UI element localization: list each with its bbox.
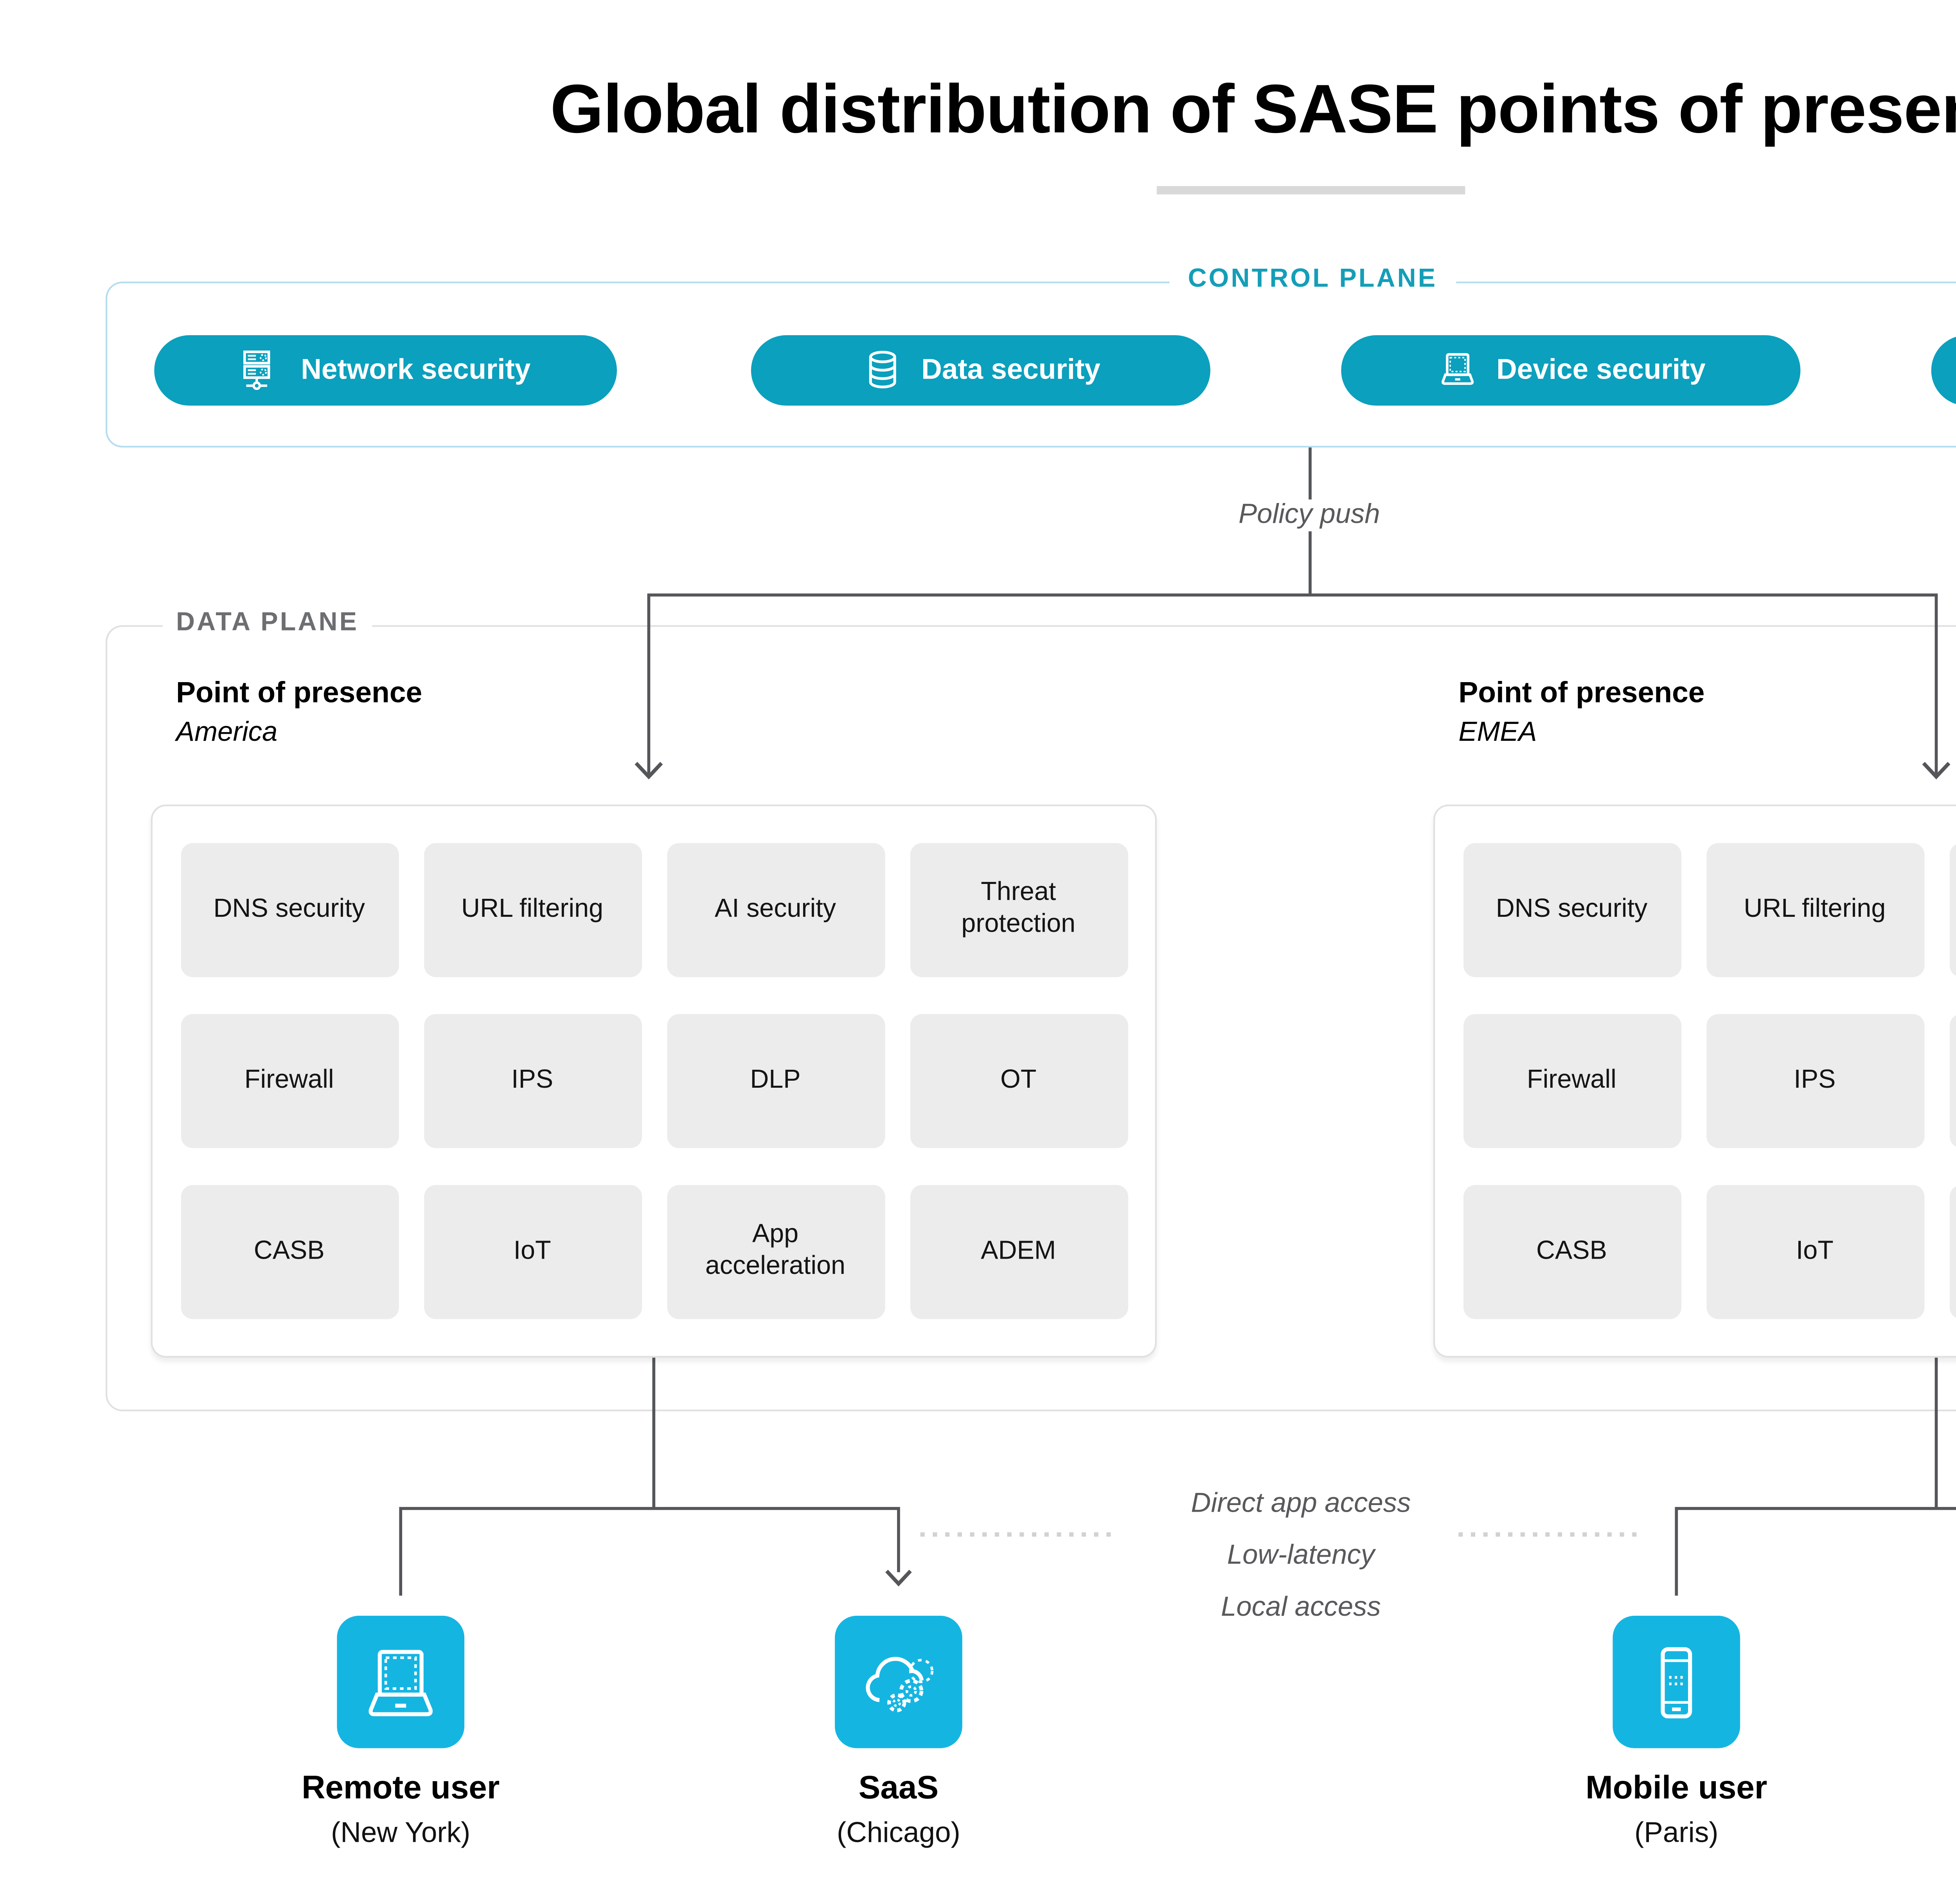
service-cell: DNS security — [1462, 843, 1681, 977]
service-cell: App acceleration — [1949, 1185, 1956, 1319]
service-cell: Firewall — [180, 1014, 398, 1148]
service-cell: CASB — [1462, 1185, 1681, 1319]
title-underline — [1156, 186, 1465, 194]
service-cell: IPS — [423, 1014, 642, 1148]
service-cell: CASB — [180, 1185, 398, 1319]
endpoint-location: (Paris) — [1634, 1817, 1719, 1849]
pop-grid-america: DNS security URL filtering AI security T… — [151, 804, 1157, 1358]
access-label-latency: Low-latency — [1227, 1540, 1375, 1571]
pop-region: EMEA — [1458, 717, 1537, 748]
page-title: Global distribution of SASE points of pr… — [550, 70, 1956, 148]
arrowhead-saas — [885, 1570, 912, 1587]
pill-label: Device security — [1496, 353, 1706, 385]
laptop-icon — [1441, 353, 1473, 386]
service-cell: IPS — [1706, 1014, 1924, 1148]
cloud-gears-icon — [866, 1656, 934, 1712]
access-label-direct: Direct app access — [1191, 1488, 1411, 1519]
database-icon — [868, 351, 895, 389]
endpoint-name: Mobile user — [1586, 1770, 1767, 1807]
pop-header-emea: Point of presence EMEA — [1458, 675, 1704, 749]
endpoint-location: (Chicago) — [836, 1817, 960, 1849]
endpoint-saas: SaaS (Chicago) — [748, 1616, 1049, 1850]
service-cell: IoT — [423, 1185, 642, 1319]
pill-data-security: Data security — [751, 335, 1210, 405]
service-cell: AI security — [1949, 843, 1956, 977]
remote-user-tile — [337, 1616, 465, 1748]
emea-drop-line — [1675, 1358, 1956, 1596]
network-servers-icon — [242, 351, 270, 391]
service-cell: URL filtering — [1706, 843, 1924, 977]
service-cell: Firewall — [1462, 1014, 1681, 1148]
pill-label: Data security — [921, 353, 1100, 385]
pill-device-security: Device security — [1341, 335, 1801, 405]
control-plane-label: CONTROL PLANE — [1169, 265, 1456, 295]
smartphone-icon — [1661, 1646, 1692, 1718]
endpoint-name: SaaS — [858, 1770, 939, 1807]
saas-tile — [835, 1616, 962, 1748]
america-drop-line — [399, 1358, 900, 1596]
control-plane-box — [105, 281, 1956, 448]
service-cell: DLP — [666, 1014, 885, 1148]
data-plane-label: DATA PLANE — [162, 608, 372, 639]
pop-header-america: Point of presence America — [176, 675, 422, 749]
pop-title: Point of presence — [176, 675, 422, 709]
service-cell: URL filtering — [423, 843, 642, 977]
arrowhead-emea-pop — [1922, 762, 1951, 780]
access-label-local: Local access — [1221, 1592, 1381, 1623]
endpoint-mobile-user: Mobile user (Paris) — [1526, 1616, 1827, 1850]
service-cell: DLP — [1949, 1014, 1956, 1148]
service-cell: IoT — [1706, 1185, 1924, 1319]
pill-network-security: Network security — [154, 335, 617, 405]
endpoint-remote-user: Remote user (New York) — [250, 1616, 552, 1850]
endpoint-location: (New York) — [331, 1817, 471, 1849]
service-cell: App acceleration — [666, 1185, 885, 1319]
service-cell: AI security — [666, 843, 885, 977]
service-cell: Threat protection — [909, 843, 1127, 977]
data-plane-box — [105, 625, 1956, 1412]
pop-title: Point of presence — [1458, 675, 1705, 709]
service-cell: DNS security — [180, 843, 398, 977]
policy-push-label: Policy push — [1223, 499, 1395, 532]
pop-region: America — [176, 717, 278, 748]
service-cell: OT — [909, 1014, 1127, 1148]
endpoint-name: Remote user — [302, 1770, 500, 1807]
laptop-icon — [369, 1649, 433, 1715]
mobile-user-tile — [1613, 1616, 1740, 1748]
pill-label: Network security — [301, 353, 531, 385]
service-cell: ADEM — [909, 1185, 1127, 1319]
arrowheads — [635, 762, 1951, 1587]
control-to-pops-split — [647, 593, 1938, 778]
arrowhead-america-pop — [635, 762, 663, 780]
pop-grid-emea: DNS security URL filtering AI security T… — [1433, 804, 1956, 1358]
